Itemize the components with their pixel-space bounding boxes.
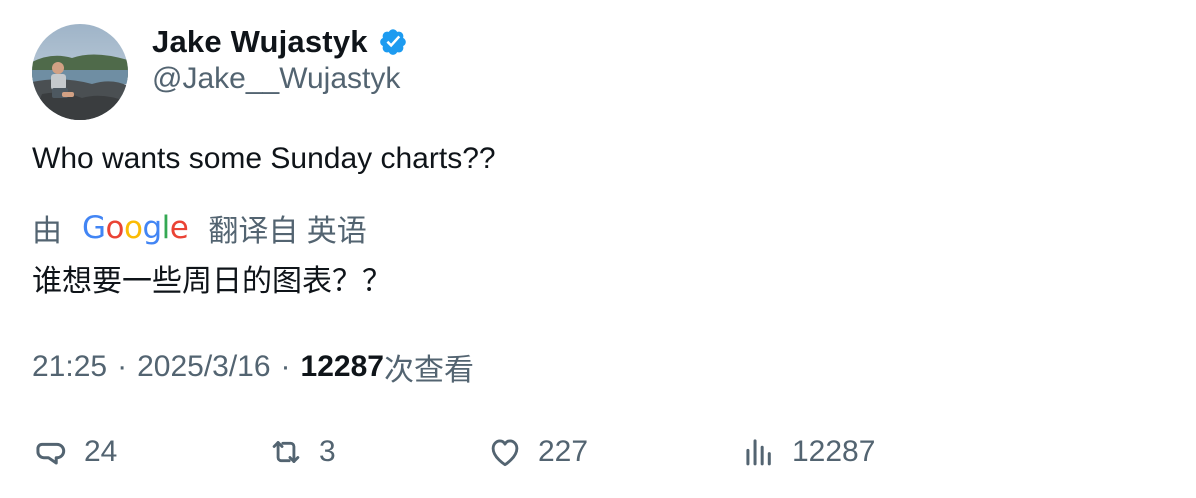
retweet-count: 3: [319, 435, 336, 468]
views-label: 次查看: [383, 354, 474, 387]
author-handle[interactable]: @Jake__Wujastyk: [152, 62, 401, 95]
author-display-name[interactable]: Jake Wujastyk: [152, 24, 368, 59]
translation-source-language[interactable]: 翻译自 英语: [208, 215, 367, 248]
translation-attribution: 由 Google 翻译自 英语: [32, 208, 367, 248]
tweet-time[interactable]: 21:25: [32, 350, 108, 383]
reply-icon: [32, 433, 70, 471]
avatar[interactable]: [32, 24, 128, 120]
verified-badge-icon[interactable]: [378, 27, 408, 57]
heart-icon: [486, 433, 524, 471]
google-logo[interactable]: Google: [82, 210, 189, 246]
meta-separator: ·: [117, 350, 128, 383]
like-button[interactable]: 227: [486, 430, 588, 474]
tweet-date[interactable]: 2025/3/16: [137, 350, 271, 383]
translation-prefix: 由: [32, 215, 62, 248]
tweet-text: Who wants some Sunday charts??: [32, 142, 496, 175]
meta-separator: ·: [280, 350, 291, 383]
analytics-icon: [740, 433, 778, 471]
reply-button[interactable]: 24: [32, 430, 117, 474]
tweet-meta: 21:25 · 2025/3/16 · 12287 次查看: [32, 345, 474, 389]
retweet-button[interactable]: 3: [267, 430, 336, 474]
author-name-row: Jake Wujastyk: [152, 22, 408, 62]
retweet-icon: [267, 433, 305, 471]
views-count: 12287: [300, 350, 384, 383]
views-button[interactable]: 12287: [740, 430, 875, 474]
views-action-count: 12287: [792, 435, 876, 468]
reply-count: 24: [84, 435, 118, 468]
translated-text: 谁想要一些周日的图表？？: [32, 265, 392, 298]
like-count: 227: [538, 435, 589, 468]
